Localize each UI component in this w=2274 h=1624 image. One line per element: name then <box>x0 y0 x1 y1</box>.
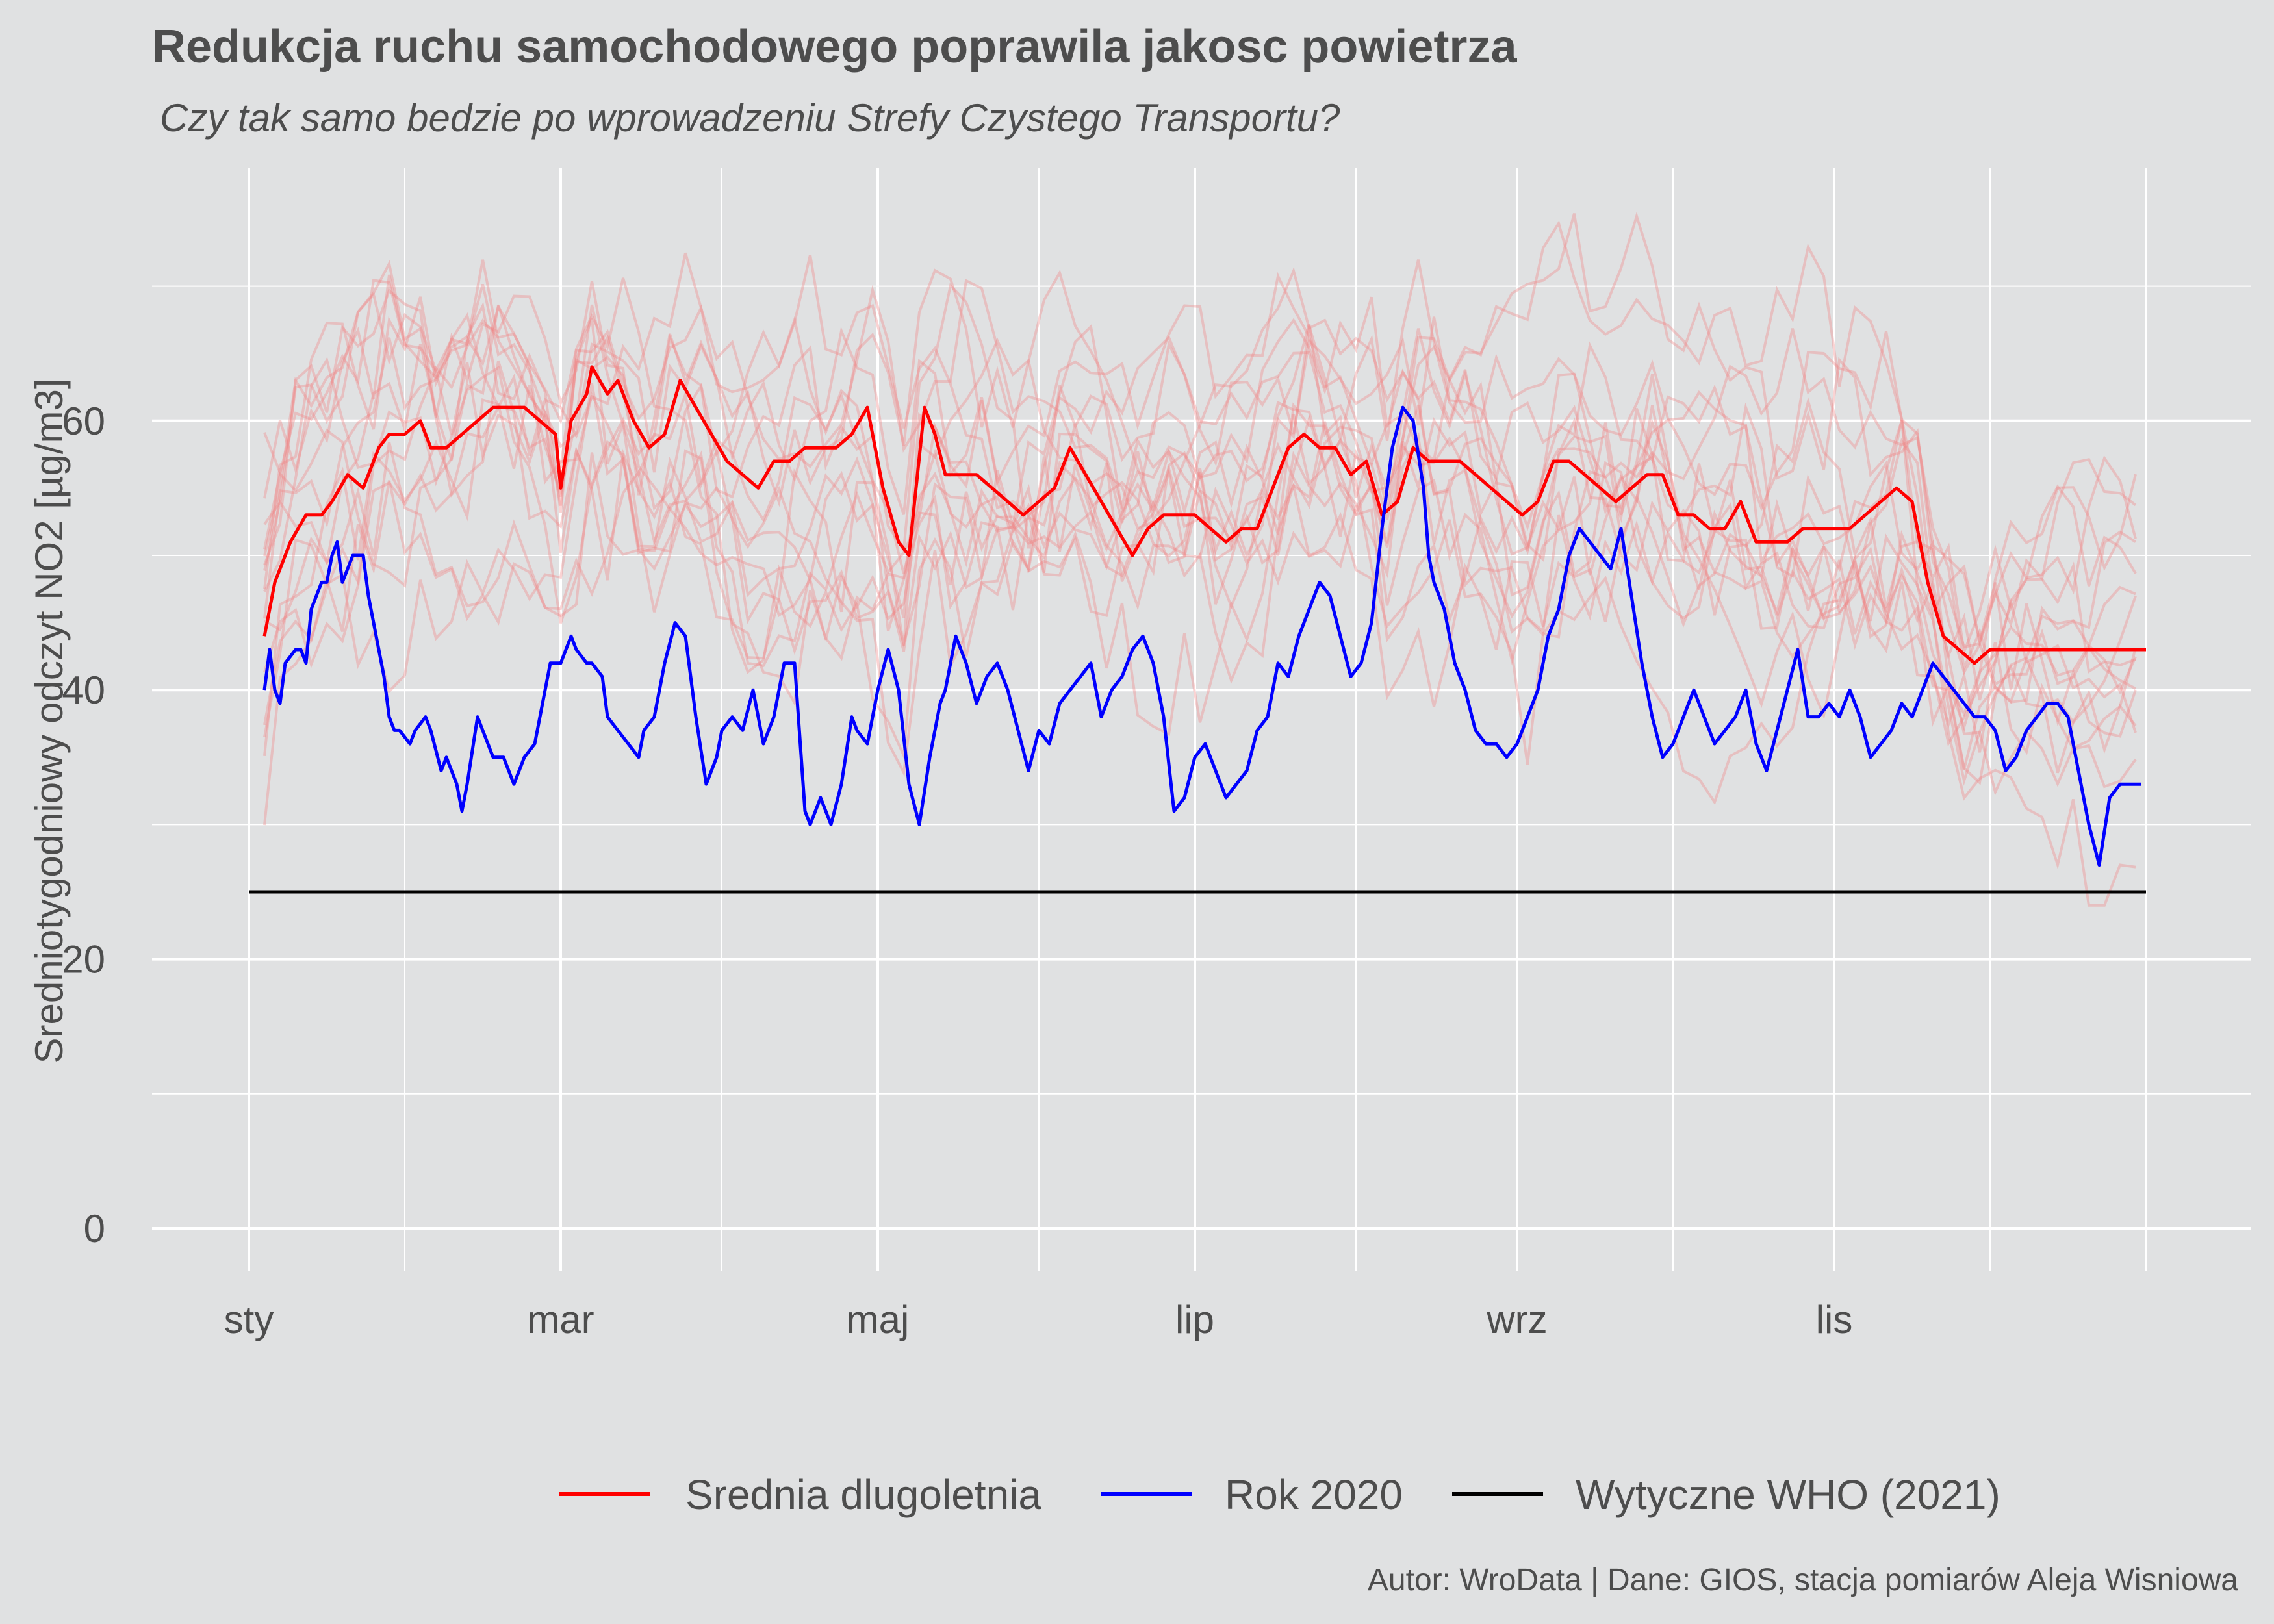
series-lines <box>249 365 2146 894</box>
background-year-line <box>263 268 2137 707</box>
background-year-line <box>263 281 2137 796</box>
caption: Autor: WroData | Dane: GIOS, stacja pomi… <box>1368 1563 2238 1597</box>
background-year-line <box>263 296 2137 786</box>
legend-label-mean: Srednia dlugoletnia <box>685 1471 1041 1518</box>
background-year-line <box>263 278 2137 728</box>
x-tick-label: wrz <box>1486 1298 1547 1341</box>
legend-label-who: Wytyczne WHO (2021) <box>1576 1471 2000 1518</box>
y-tick-label: 0 <box>84 1207 105 1250</box>
x-tick-label: mar <box>527 1298 594 1341</box>
chart-title: Redukcja ruchu samochodowego poprawila j… <box>152 21 1517 73</box>
background-year-line <box>263 259 2137 738</box>
background-year-line <box>263 259 2136 907</box>
y-tick-label: 20 <box>62 938 105 982</box>
legend: Srednia dlugoletnia Rok 2020 Wytyczne WH… <box>559 1471 2000 1518</box>
series-line-2020 <box>262 405 2141 867</box>
y-tick-label: 60 <box>62 400 105 443</box>
background-years <box>263 211 2137 907</box>
background-year-line <box>263 402 2136 785</box>
background-year-line <box>263 220 2137 660</box>
background-year-line <box>263 252 2137 753</box>
legend-label-2020: Rok 2020 <box>1225 1471 1403 1518</box>
background-year-line <box>263 266 2137 726</box>
background-year-line <box>263 283 2137 774</box>
x-tick-label: lip <box>1175 1298 1214 1341</box>
y-axis-label: Sredniotygodniowy odczyt NO2 [µg/m3] <box>27 378 71 1063</box>
grid <box>152 168 2251 1271</box>
background-year-line <box>263 357 2136 747</box>
background-year-line <box>263 328 2136 765</box>
x-tick-label: lis <box>1816 1298 1853 1341</box>
background-year-line <box>263 272 2137 731</box>
chart-subtitle: Czy tak samo bedzie po wprowadzeniu Stre… <box>160 96 1340 140</box>
x-tick-label: maj <box>847 1298 910 1341</box>
y-tick-label: 40 <box>62 668 105 712</box>
axis-labels: 0 20 40 60 sty mar maj lip wrz lis <box>62 400 1852 1341</box>
background-year-line <box>263 211 2137 826</box>
x-tick-label: sty <box>224 1298 274 1341</box>
series-line-mean <box>262 365 2146 665</box>
